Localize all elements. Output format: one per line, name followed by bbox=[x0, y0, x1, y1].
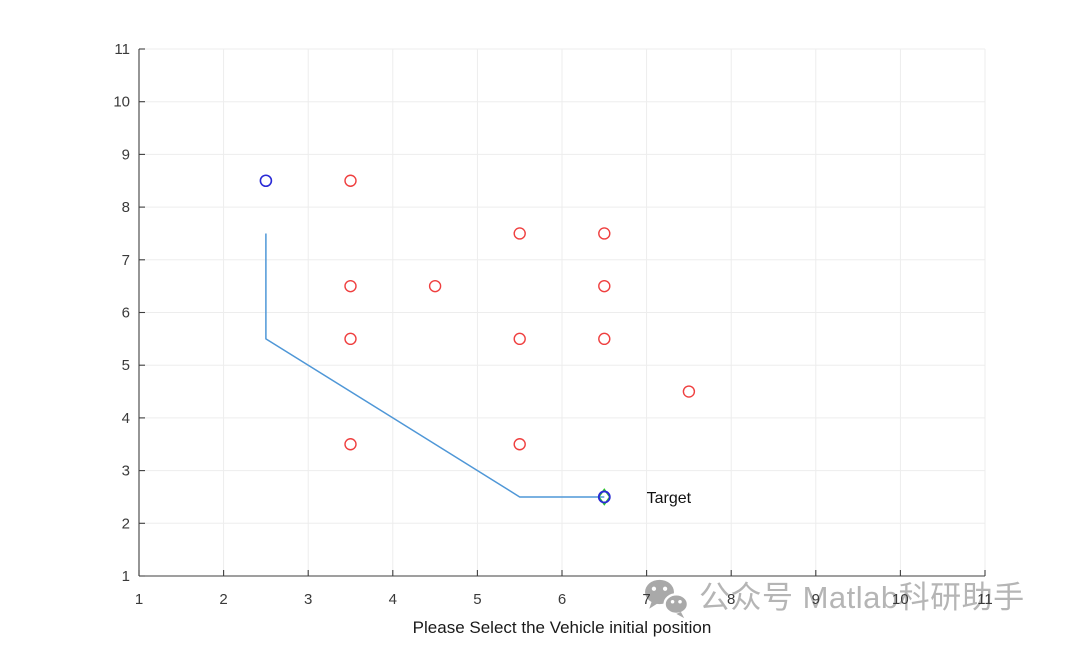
watermark: 公众号 Matlab科研助手 bbox=[643, 576, 1025, 620]
x-tick-label: 1 bbox=[135, 591, 143, 608]
obstacles-point bbox=[513, 227, 526, 240]
y-tick-label: 3 bbox=[122, 463, 130, 480]
y-tick-label: 5 bbox=[122, 357, 130, 374]
y-tick-label: 9 bbox=[122, 146, 130, 163]
axes bbox=[138, 48, 986, 577]
y-tick-label: 6 bbox=[122, 305, 130, 322]
series-planned-path bbox=[265, 233, 605, 498]
series-target-marker bbox=[597, 490, 611, 504]
target-marker-point bbox=[597, 490, 611, 504]
obstacles-point bbox=[344, 279, 357, 293]
obstacles-point bbox=[344, 174, 357, 187]
x-tick-label: 11 bbox=[977, 591, 993, 608]
y-tick-label: 11 bbox=[114, 41, 130, 58]
obstacles-point bbox=[344, 332, 357, 346]
obstacles-point bbox=[682, 385, 696, 398]
x-tick-label: 4 bbox=[389, 591, 397, 608]
x-tick-label: 8 bbox=[727, 591, 735, 608]
series-target-diamond bbox=[597, 488, 611, 506]
x-tick-label: 2 bbox=[219, 591, 227, 608]
x-tick-label: 3 bbox=[304, 591, 312, 608]
obstacles-point bbox=[428, 279, 442, 293]
y-tick-label: 1 bbox=[122, 568, 130, 585]
series-obstacles bbox=[344, 174, 696, 451]
target-diamond-point bbox=[597, 488, 611, 506]
y-tick-label: 7 bbox=[122, 252, 130, 269]
x-tick-label: 9 bbox=[812, 591, 820, 608]
y-tick-label: 8 bbox=[122, 199, 130, 216]
obstacles-point bbox=[598, 227, 611, 240]
x-tick-label: 5 bbox=[473, 591, 481, 608]
series-vehicle-start bbox=[259, 174, 273, 188]
obstacles-point bbox=[513, 438, 526, 451]
obstacles-point bbox=[344, 438, 357, 451]
annotation-target: Target bbox=[647, 490, 692, 507]
planned-path-line bbox=[265, 233, 605, 498]
x-axis-label: Please Select the Vehicle initial positi… bbox=[413, 618, 712, 637]
watermark-text: 公众号 Matlab科研助手 bbox=[699, 580, 1025, 615]
x-tick-label: 7 bbox=[642, 591, 650, 608]
wechat-icon bbox=[645, 579, 690, 618]
obstacles-point bbox=[598, 332, 611, 346]
obstacles-point bbox=[513, 332, 526, 346]
vehicle-start-point bbox=[259, 174, 273, 188]
y-tick-label: 10 bbox=[113, 94, 130, 111]
obstacles-point bbox=[598, 279, 611, 293]
x-tick-label: 10 bbox=[892, 591, 909, 608]
x-tick-label: 6 bbox=[558, 591, 566, 608]
y-tick-label: 2 bbox=[122, 515, 130, 532]
y-tick-label: 4 bbox=[122, 410, 130, 427]
